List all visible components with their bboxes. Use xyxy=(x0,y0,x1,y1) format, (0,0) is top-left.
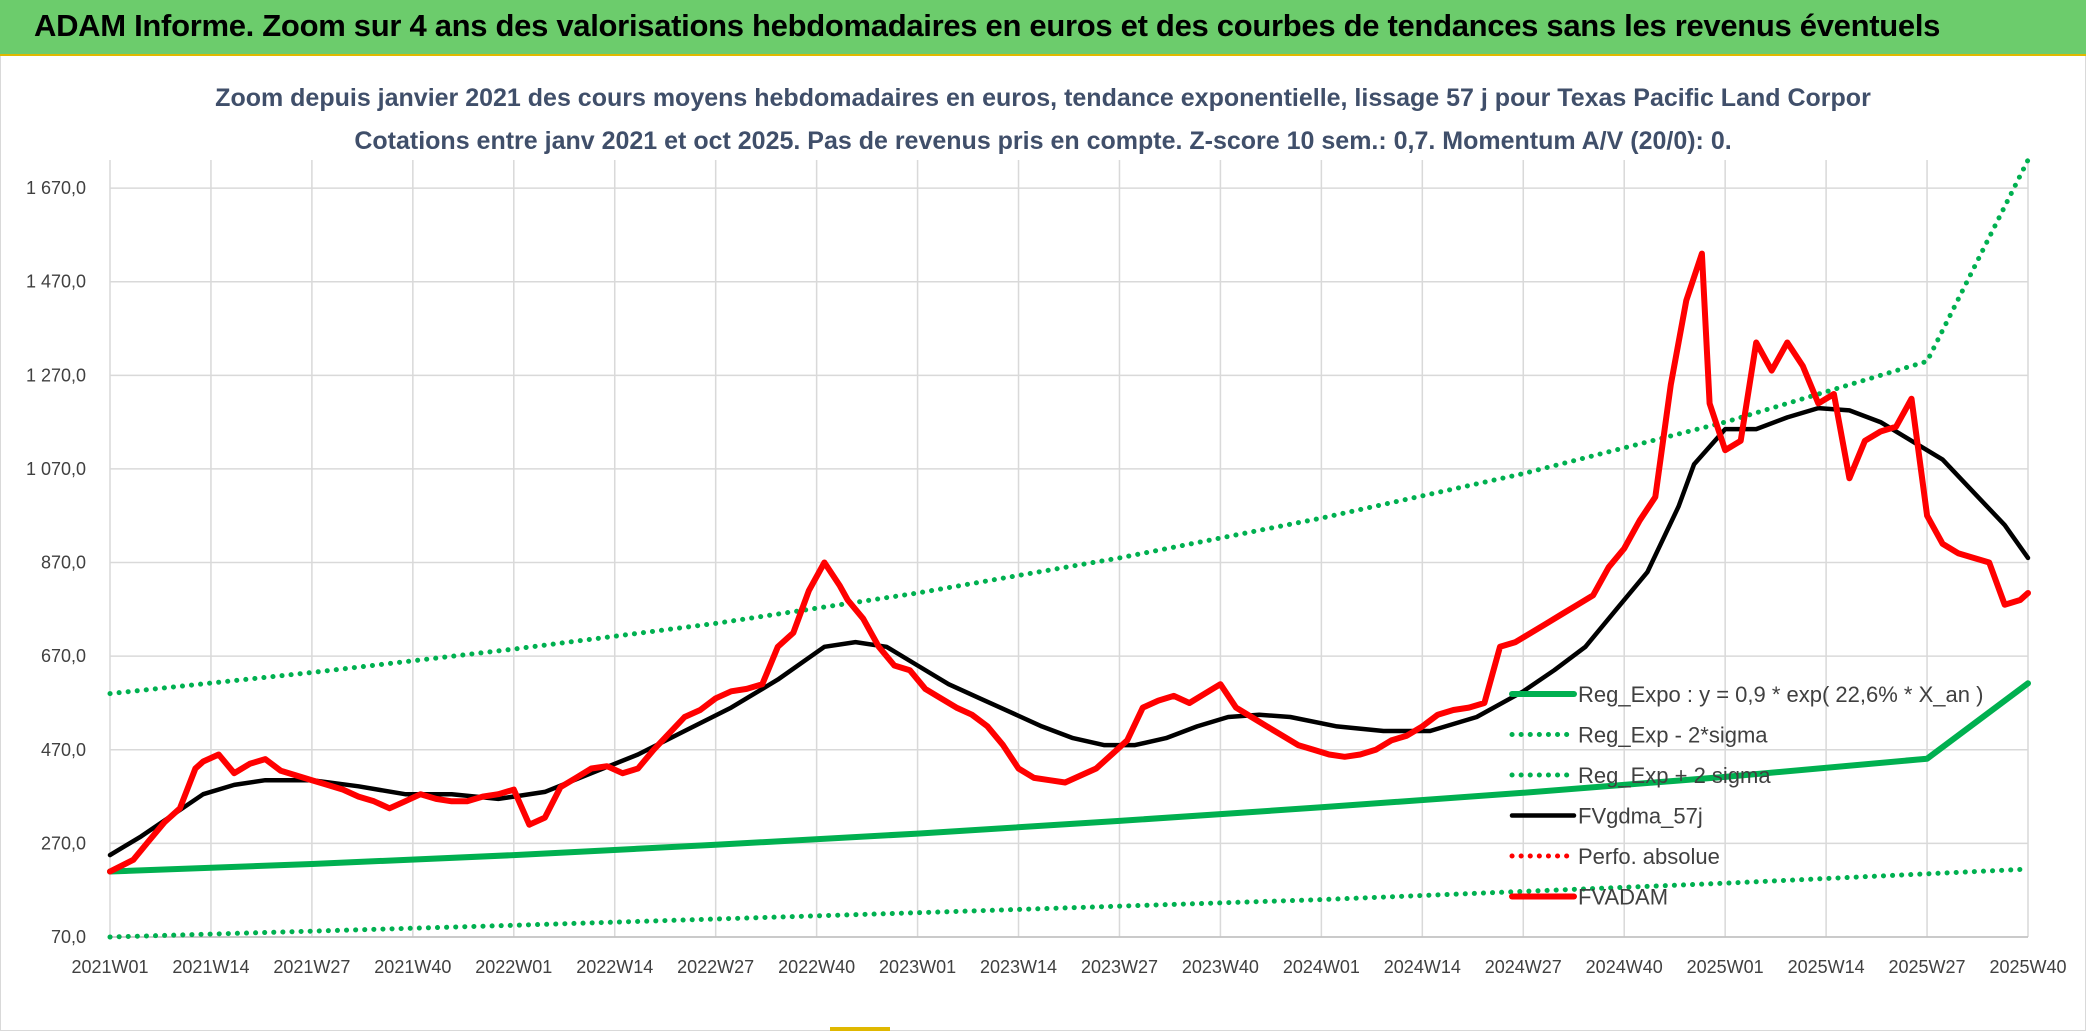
x-tick-label: 2022W27 xyxy=(677,957,754,977)
legend-label: Reg_Exp - 2*sigma xyxy=(1578,723,1768,748)
x-tick-label: 2023W01 xyxy=(879,957,956,977)
chart-subtitle: Cotations entre janv 2021 et oct 2025. P… xyxy=(354,127,1732,155)
report-title: ADAM Informe. Zoom sur 4 ans des valoris… xyxy=(34,8,1941,43)
legend-label: FVADAM xyxy=(1578,885,1668,910)
y-tick-label: 1 070,0 xyxy=(26,459,86,479)
x-tick-label: 2024W40 xyxy=(1586,957,1663,977)
x-tick-label: 2022W01 xyxy=(475,957,552,977)
chart-title: Zoom depuis janvier 2021 des cours moyen… xyxy=(215,84,1871,112)
y-tick-label: 270,0 xyxy=(41,833,86,853)
x-tick-label: 2024W27 xyxy=(1485,957,1562,977)
y-tick-label: 1 470,0 xyxy=(26,272,86,292)
x-tick-label: 2021W27 xyxy=(273,957,350,977)
x-tick-label: 2022W14 xyxy=(576,957,653,977)
legend-label: FVgdma_57j xyxy=(1578,804,1703,829)
x-tick-label: 2025W14 xyxy=(1788,957,1865,977)
x-tick-label: 2021W14 xyxy=(172,957,249,977)
y-tick-label: 70,0 xyxy=(51,927,86,947)
series-line-0 xyxy=(107,680,2031,875)
y-tick-label: 870,0 xyxy=(41,553,86,573)
x-tick-label: 2022W40 xyxy=(778,957,855,977)
y-tick-label: 470,0 xyxy=(41,740,86,760)
x-tick-label: 2024W01 xyxy=(1283,957,1360,977)
x-tick-label: 2021W01 xyxy=(71,957,148,977)
x-tick-label: 2023W40 xyxy=(1182,957,1259,977)
x-tick-label: 2024W14 xyxy=(1384,957,1461,977)
x-tick-label: 2023W14 xyxy=(980,957,1057,977)
report-banner: ADAM Informe. Zoom sur 4 ans des valoris… xyxy=(0,0,2086,56)
series-line-1 xyxy=(107,866,2031,940)
legend-label: Perfo. absolue xyxy=(1578,844,1720,869)
x-tick-label: 2021W40 xyxy=(374,957,451,977)
y-tick-label: 1 270,0 xyxy=(26,365,86,385)
legend-label: Reg_Expo : y = 0,9 * exp( 22,6% * X_an ) xyxy=(1578,682,1983,707)
series-line-5 xyxy=(107,250,2031,875)
y-tick-label: 1 670,0 xyxy=(26,178,86,198)
x-tick-label: 2025W27 xyxy=(1889,957,1966,977)
series-line-2 xyxy=(107,157,2031,697)
series-line-3 xyxy=(107,405,2031,858)
y-tick-label: 670,0 xyxy=(41,646,86,666)
x-tick-label: 2023W27 xyxy=(1081,957,1158,977)
x-tick-label: 2025W01 xyxy=(1687,957,1764,977)
x-tick-label: 2025W40 xyxy=(1989,957,2066,977)
bottom-accent xyxy=(830,1027,890,1031)
legend-label: Reg_Exp + 2 sigma xyxy=(1578,763,1771,788)
